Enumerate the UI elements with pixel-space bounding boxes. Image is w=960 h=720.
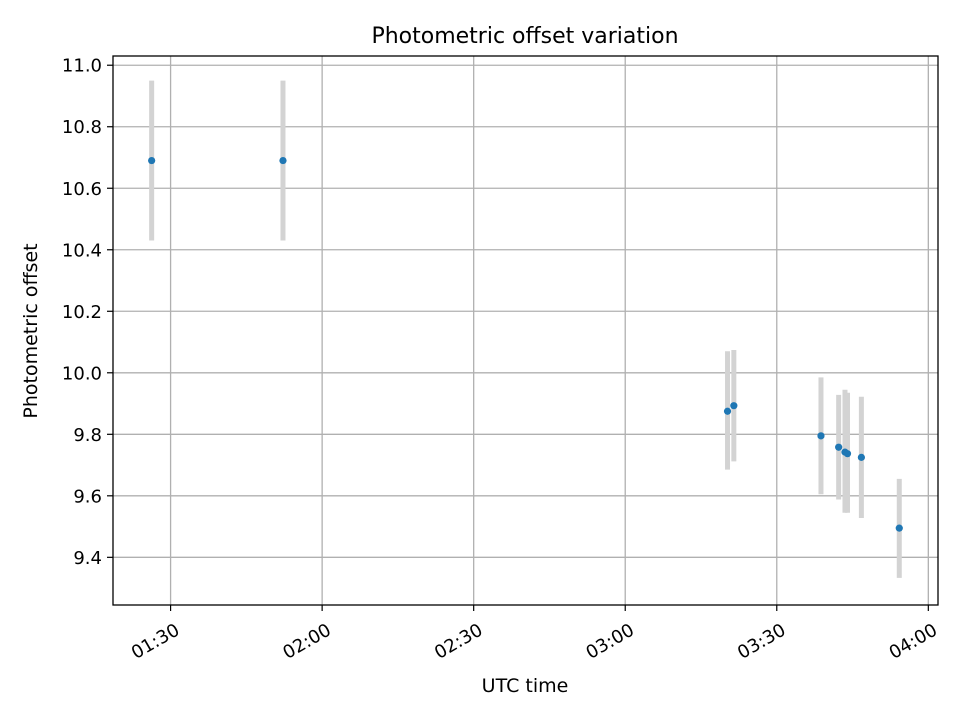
data-point <box>279 156 287 165</box>
y-tick-label: 9.6 <box>73 486 102 507</box>
y-tick-label: 10.0 <box>62 363 102 384</box>
data-point <box>835 443 843 451</box>
y-tick-label: 11.0 <box>62 56 102 77</box>
data-points <box>148 156 903 532</box>
y-tick-label: 10.4 <box>62 240 102 261</box>
data-point <box>843 450 852 458</box>
y-tick-label: 10.6 <box>62 179 102 200</box>
data-point <box>730 402 738 410</box>
y-axis-label: Photometric offset <box>20 243 42 418</box>
y-tick-label: 10.8 <box>62 117 102 138</box>
data-point <box>817 432 825 440</box>
y-tick-label: 10.2 <box>62 302 102 323</box>
y-tick-label: 9.4 <box>73 548 102 569</box>
grid <box>113 56 938 605</box>
data-point <box>857 453 865 461</box>
x-axis-label: UTC time <box>482 675 569 697</box>
data-point <box>148 156 156 165</box>
plot-frame <box>112 55 939 606</box>
chart-title: Photometric offset variation <box>371 24 678 49</box>
y-tick-label: 9.8 <box>73 425 102 446</box>
data-point <box>895 524 903 532</box>
y-axis: 9.4 9.6 9.8 10.0 10.2 10.4 10.6 10.8 11.0 <box>62 56 113 569</box>
data-point <box>723 407 732 415</box>
